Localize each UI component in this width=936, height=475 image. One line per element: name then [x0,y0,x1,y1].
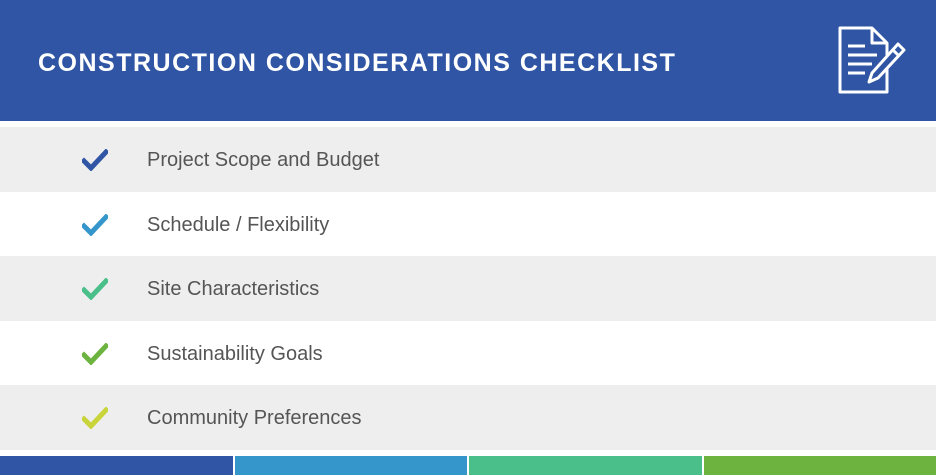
footer-bar [234,456,467,475]
footer-color-bars [0,456,936,475]
checklist: Project Scope and Budget Schedule / Flex… [0,127,936,450]
checkmark-path [82,278,108,301]
checkmark-icon [82,213,108,236]
checkmark-path [82,342,108,365]
checkmark-icon [82,407,108,430]
list-item: Project Scope and Budget [0,127,936,192]
footer-bar [703,456,936,475]
checkmark-path [82,149,108,171]
list-item-label: Project Scope and Budget [147,149,380,171]
checkmark-icon [82,342,108,365]
list-item-label: Schedule / Flexibility [147,213,330,236]
footer-bar [469,456,702,475]
checkmark-path [82,213,108,236]
list-item-label: Site Characteristics [147,278,320,301]
list-item-label: Sustainability Goals [147,342,323,365]
list-item: Sustainability Goals [0,320,936,386]
list-item: Schedule / Flexibility [0,191,936,257]
footer-bar [0,456,233,475]
checkmark-icon [82,149,108,171]
checkmark-path [82,407,108,430]
list-item-label: Community Preferences [147,407,362,430]
page-title: CONSTRUCTION CONSIDERATIONS CHECKLIST [38,49,677,77]
header-banner: CONSTRUCTION CONSIDERATIONS CHECKLIST [0,0,936,121]
checkmark-icon [82,278,108,301]
document-edit-icon [838,26,906,94]
list-item: Site Characteristics [0,256,936,321]
list-item: Community Preferences [0,385,936,450]
